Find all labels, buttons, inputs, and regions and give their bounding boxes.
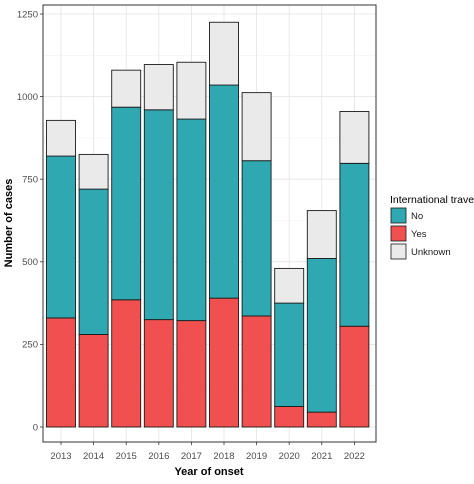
- x-tick-label: 2016: [148, 451, 169, 462]
- x-axis-title: Year of onset: [174, 466, 243, 478]
- bar-no-2014: [78, 188, 109, 335]
- bar-no-2017: [176, 118, 207, 322]
- x-tick-label: 2022: [344, 451, 365, 462]
- bar-yes-2021: [306, 411, 337, 428]
- bar-no-2021: [306, 258, 337, 413]
- bar-unknown-2016: [143, 64, 174, 111]
- y-tick-label: 500: [22, 257, 38, 268]
- legend-label-no: No: [411, 211, 423, 222]
- x-tick-label: 2014: [83, 451, 104, 462]
- y-axis: 0 250 500 750 1000 1250: [17, 9, 43, 433]
- bar-no-2022: [339, 162, 370, 327]
- bar-yes-2016: [143, 319, 174, 428]
- bar-no-2018: [209, 84, 239, 299]
- legend-label-unknown: Unknown: [411, 247, 451, 258]
- bar-unknown-2020: [274, 267, 305, 304]
- bar-yes-2022: [339, 325, 370, 428]
- y-axis-title: Number of cases: [3, 179, 15, 268]
- legend-key-yes: [390, 225, 407, 242]
- x-tick-label: 2015: [116, 451, 137, 462]
- legend-title: International travell: [390, 194, 474, 206]
- x-tick-label: 2019: [246, 451, 267, 462]
- bar-yes-2019: [241, 315, 272, 428]
- legend-key-unknown: [390, 243, 407, 260]
- plot-border: [42, 4, 377, 443]
- bar-yes-2014: [78, 334, 109, 428]
- bar-unknown-2015: [111, 69, 142, 108]
- legend-label-yes: Yes: [411, 229, 427, 240]
- y-tick-label: 1250: [17, 9, 38, 20]
- bar-no-2015: [111, 106, 142, 301]
- bar-yes-2020: [274, 406, 305, 428]
- x-axis: 2013 2014 2015 2016 2017 2018 2019 2020 2021 2022: [50, 442, 365, 462]
- x-tick-label: 2013: [50, 451, 71, 462]
- bar-yes-2015: [111, 299, 142, 428]
- bar-yes-2018: [209, 297, 239, 428]
- bar-unknown-2018: [209, 21, 239, 86]
- legend-key-no: [390, 207, 407, 224]
- bar-unknown-2017: [176, 61, 207, 120]
- y-tick-label: 250: [22, 340, 38, 351]
- bar-yes-2017: [176, 320, 207, 428]
- bar-yes-2013: [46, 317, 76, 428]
- bar-no-2019: [241, 160, 272, 317]
- bar-unknown-2022: [339, 111, 370, 164]
- y-tick-label: 0: [33, 422, 38, 433]
- bar-unknown-2019: [241, 92, 272, 162]
- bar-unknown-2014: [78, 153, 109, 190]
- bar-no-2020: [274, 302, 305, 407]
- x-tick-label: 2018: [213, 451, 234, 462]
- bar-unknown-2013: [46, 119, 76, 157]
- x-tick-label: 2017: [181, 451, 202, 462]
- bar-unknown-2021: [306, 210, 337, 259]
- x-tick-label: 2020: [279, 451, 300, 462]
- y-tick-label: 1000: [17, 92, 38, 103]
- bar-no-2013: [46, 155, 76, 319]
- x-tick-label: 2021: [311, 451, 332, 462]
- legend: International travell No Yes Unknown: [390, 194, 474, 260]
- y-tick-label: 750: [22, 175, 38, 186]
- bars: [46, 21, 370, 428]
- bar-no-2016: [143, 109, 174, 321]
